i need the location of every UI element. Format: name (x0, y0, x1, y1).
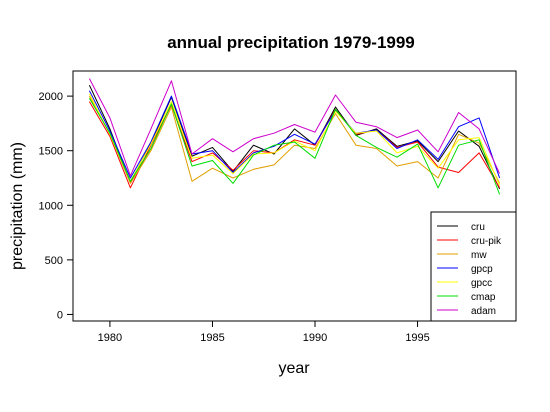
series-line-cru-pik (88, 101, 501, 189)
legend-label-gpcc: gpcc (471, 278, 492, 289)
y-tick-label-1500: 1500 (39, 146, 63, 158)
series-line-cmap (88, 98, 501, 195)
legend-label-cru: cru (471, 222, 485, 233)
chart-title: annual precipitation 1979-1999 (167, 33, 415, 52)
legend-label-mw: mw (471, 250, 487, 261)
x-axis-label: year (278, 360, 310, 377)
y-tick-label-2000: 2000 (39, 91, 63, 103)
axis-ticks: 1980 1985 1990 1995 0 500 1000 1500 2000 (39, 91, 430, 344)
y-tick-label-500: 500 (45, 255, 63, 267)
plot-area-frame (72, 70, 517, 322)
series-line-cru (88, 84, 501, 190)
x-tick-label-1980: 1980 (98, 332, 122, 344)
y-tick-label-1000: 1000 (39, 200, 63, 212)
legend-label-cmap: cmap (471, 292, 496, 303)
legend: cru cru-pik mw gpcp gpcc cmap adam (430, 211, 517, 322)
legend-box (430, 211, 517, 322)
series-line-adam (88, 78, 501, 177)
legend-label-cru-pik: cru-pik (471, 236, 502, 247)
legend-label-adam: adam (471, 306, 496, 317)
y-tick-label-0: 0 (57, 309, 63, 321)
series-line-gpcc (88, 93, 501, 186)
x-tick-label-1995: 1995 (405, 332, 429, 344)
series-line-gpcp (88, 90, 501, 179)
series-lines (88, 78, 501, 195)
legend-label-gpcp: gpcp (471, 264, 493, 275)
x-tick-label-1985: 1985 (200, 332, 224, 344)
x-tick-label-1990: 1990 (303, 332, 327, 344)
y-axis-label: precipitation (mm) (9, 142, 26, 270)
